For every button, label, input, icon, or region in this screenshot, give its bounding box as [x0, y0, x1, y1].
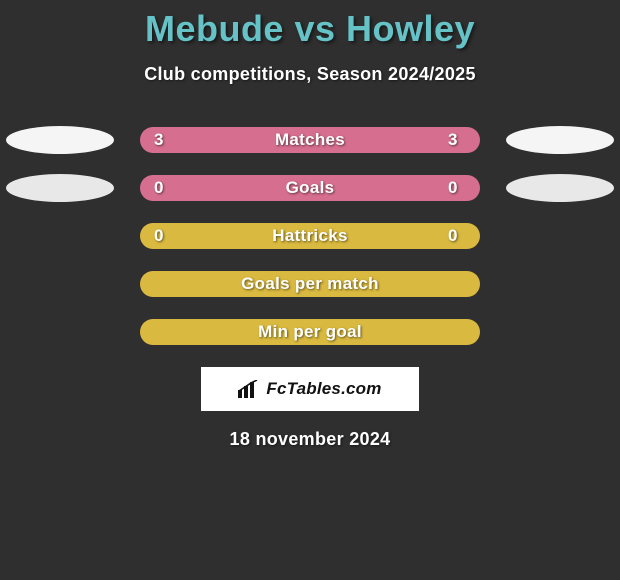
stat-row: 0 Goals 0: [0, 175, 620, 201]
stat-bar: 3 Matches 3: [140, 127, 480, 153]
source-logo: FcTables.com: [201, 367, 419, 411]
player-right-marker: [506, 174, 614, 202]
stat-label: Matches: [172, 130, 448, 150]
stat-bar: 0 Hattricks 0: [140, 223, 480, 249]
stat-label: Goals: [172, 178, 448, 198]
comparison-infographic: Mebude vs Howley Club competitions, Seas…: [0, 0, 620, 580]
stat-bar: Goals per match: [140, 271, 480, 297]
stat-right-value: 0: [448, 178, 466, 198]
stat-row: 0 Hattricks 0: [0, 223, 620, 249]
page-title: Mebude vs Howley: [0, 0, 620, 50]
stat-rows: 3 Matches 3 0 Goals 0 0 Hattricks 0: [0, 127, 620, 345]
player-left-marker: [6, 174, 114, 202]
stat-left-value: 0: [154, 178, 172, 198]
source-logo-text: FcTables.com: [266, 379, 381, 399]
player-left-marker: [6, 126, 114, 154]
bar-chart-icon: [238, 380, 260, 398]
stat-label: Goals per match: [172, 274, 448, 294]
player-right-marker: [506, 126, 614, 154]
stat-label: Hattricks: [172, 226, 448, 246]
stat-left-value: 3: [154, 130, 172, 150]
stat-bar: Min per goal: [140, 319, 480, 345]
stat-right-value: 0: [448, 226, 466, 246]
stat-row: Goals per match: [0, 271, 620, 297]
stat-right-value: 3: [448, 130, 466, 150]
stat-label: Min per goal: [172, 322, 448, 342]
stat-left-value: 0: [154, 226, 172, 246]
stat-row: 3 Matches 3: [0, 127, 620, 153]
stat-row: Min per goal: [0, 319, 620, 345]
stat-bar: 0 Goals 0: [140, 175, 480, 201]
footer-date: 18 november 2024: [0, 429, 620, 450]
page-subtitle: Club competitions, Season 2024/2025: [0, 64, 620, 85]
